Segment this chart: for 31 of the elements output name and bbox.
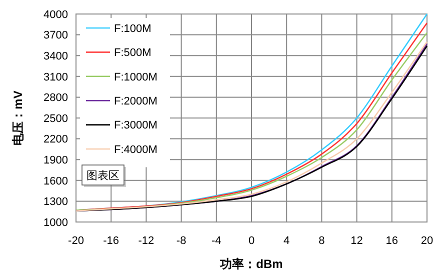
y-tick-label: 3100 — [44, 71, 68, 84]
x-tick-label: 0 — [248, 235, 255, 247]
y-tick-label: 2800 — [44, 92, 68, 104]
y-tick-label: 1300 — [44, 196, 68, 208]
annotation: 图表区 — [86, 168, 120, 182]
legend-label: F:1000M — [114, 71, 158, 84]
x-tick-label: -12 — [138, 235, 154, 247]
y-tick-label: 1900 — [44, 154, 68, 166]
x-tick-label: 4 — [284, 235, 290, 247]
x-tick-label: -8 — [176, 235, 186, 247]
y-tick-label: 2200 — [44, 134, 68, 146]
y-tick-label: 4000 — [44, 8, 68, 21]
x-tick-label: 20 — [420, 235, 434, 247]
legend-label: F:500M — [114, 47, 152, 60]
legend-label: F:100M — [114, 22, 152, 35]
y-tick-label: 3700 — [44, 30, 68, 42]
y-axis-title: 电压：mV — [11, 90, 25, 146]
y-tick-label: 2500 — [44, 112, 68, 125]
x-tick-label: 12 — [350, 235, 363, 247]
x-tick-label: 16 — [386, 235, 398, 247]
legend-label: F:4000M — [114, 144, 158, 156]
legend-label: F:3000M — [114, 120, 158, 132]
x-axis-title: 功率：dBm — [219, 257, 283, 271]
y-tick-label: 1600 — [44, 175, 68, 188]
x-tick-label: -4 — [212, 235, 222, 247]
x-tick-label: -20 — [68, 235, 84, 247]
x-tick-label: -16 — [103, 235, 120, 247]
legend-label: F:2000M — [114, 95, 158, 108]
y-tick-label: 1000 — [44, 216, 68, 229]
y-tick-label: 3400 — [44, 50, 68, 62]
x-tick-label: 8 — [318, 235, 325, 247]
